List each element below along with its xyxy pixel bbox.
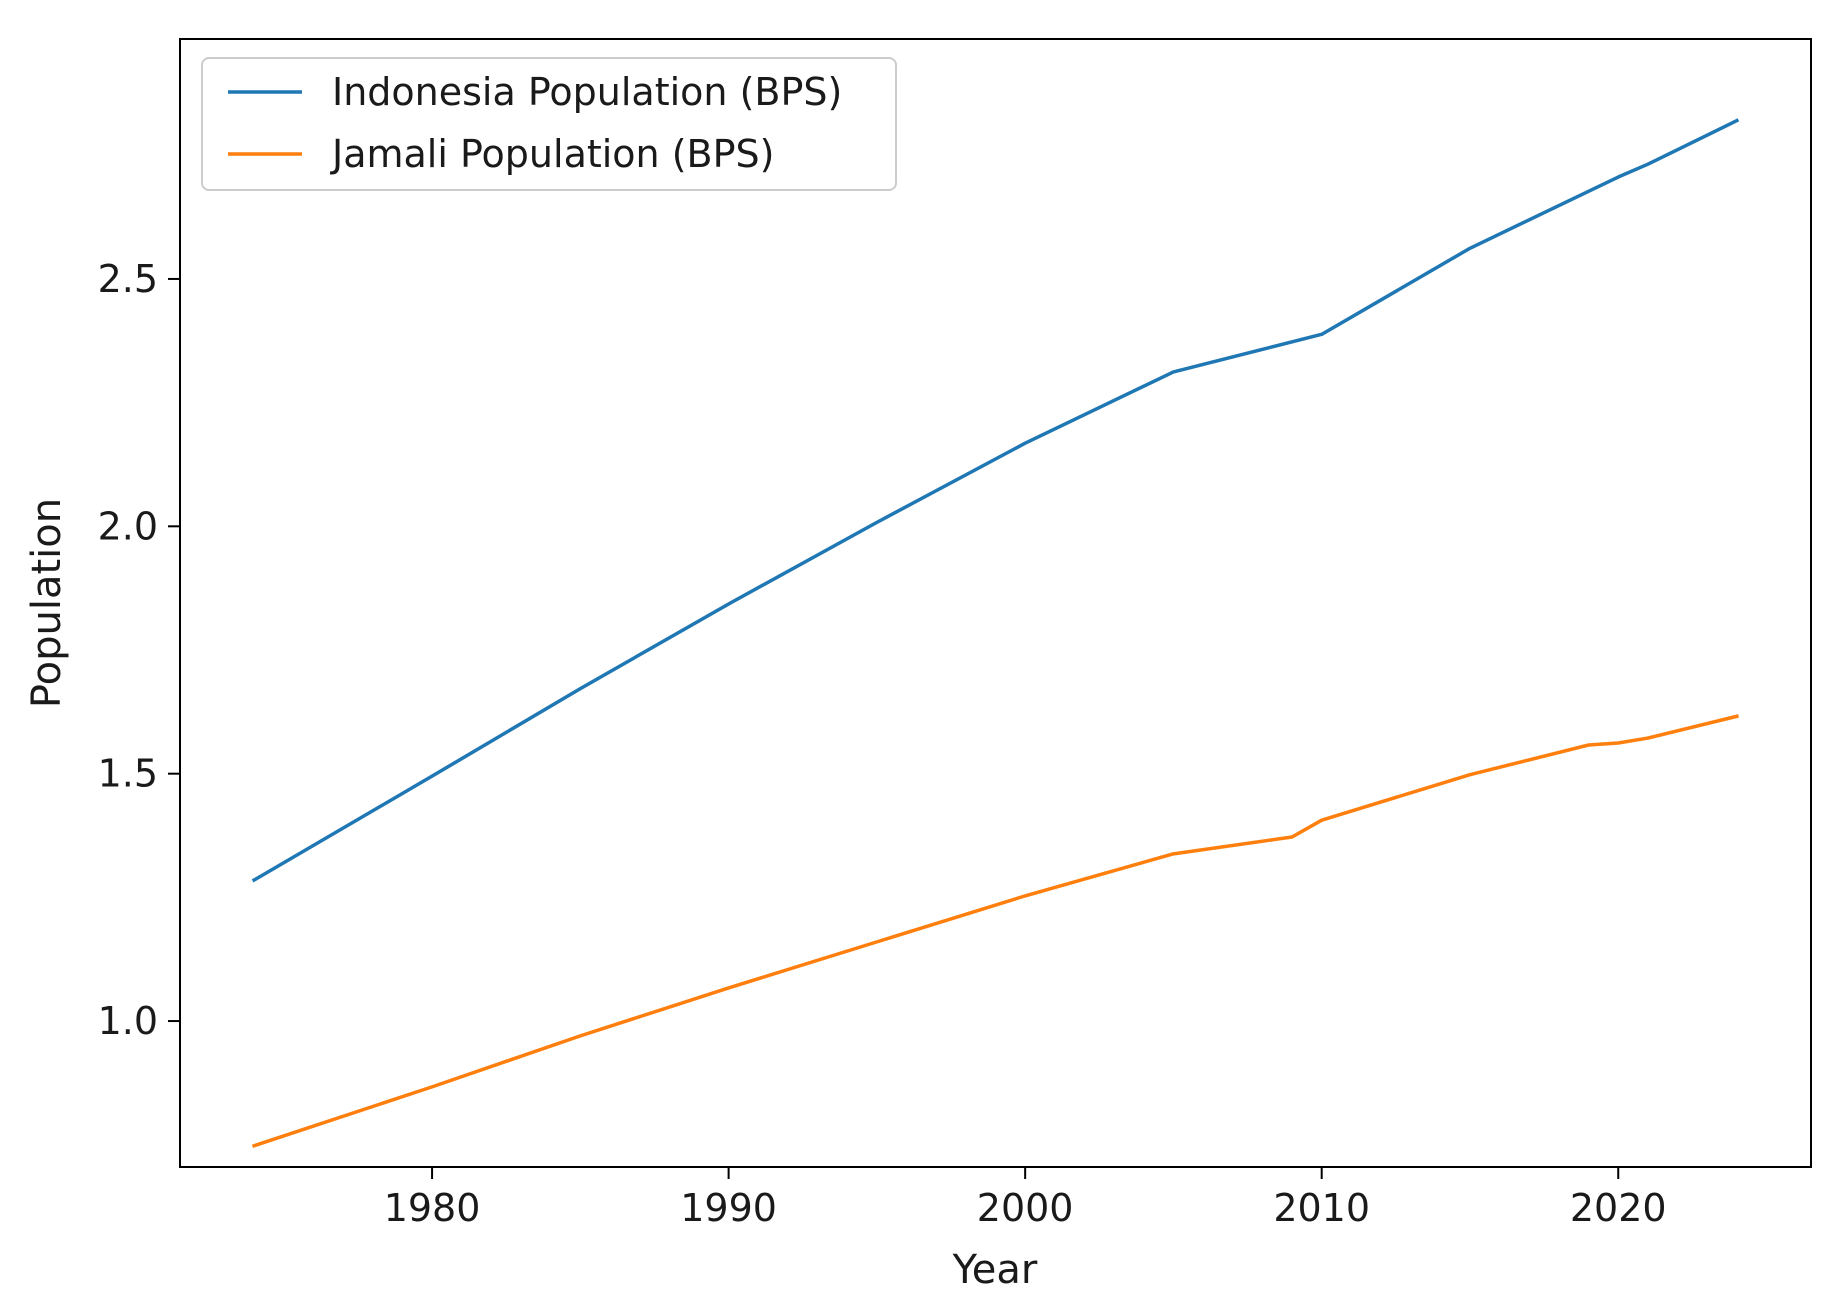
- x-tick-label: 1980: [384, 1186, 481, 1230]
- series-line-indonesia: [251, 118, 1740, 883]
- legend-box: [201, 57, 897, 191]
- x-tick-label: 1990: [680, 1186, 777, 1230]
- legend: Indonesia Population (BPS) Jamali Popula…: [201, 57, 897, 191]
- x-axis-label: Year: [952, 1247, 1038, 1293]
- legend-label-indonesia: Indonesia Population (BPS): [332, 70, 842, 114]
- y-tick-label: 2.5: [98, 257, 158, 301]
- y-tick-label: 1.5: [98, 752, 158, 796]
- y-axis: 1.0 1.5 2.0 2.5: [98, 257, 180, 1043]
- plot-frame: [179, 38, 1812, 1168]
- x-axis: 1980 1990 2000 2010 2020: [384, 1167, 1667, 1230]
- series-line-jamali: [251, 714, 1739, 1148]
- y-tick-label: 2.0: [98, 504, 158, 548]
- y-tick-label: 1.0: [98, 999, 158, 1043]
- x-tick-label: 2000: [977, 1186, 1074, 1230]
- y-axis-label: Population: [24, 498, 70, 708]
- x-tick-label: 2010: [1273, 1186, 1370, 1230]
- x-tick-label: 2020: [1570, 1186, 1667, 1230]
- legend-label-jamali: Jamali Population (BPS): [330, 132, 774, 176]
- series-layer: [251, 118, 1740, 1148]
